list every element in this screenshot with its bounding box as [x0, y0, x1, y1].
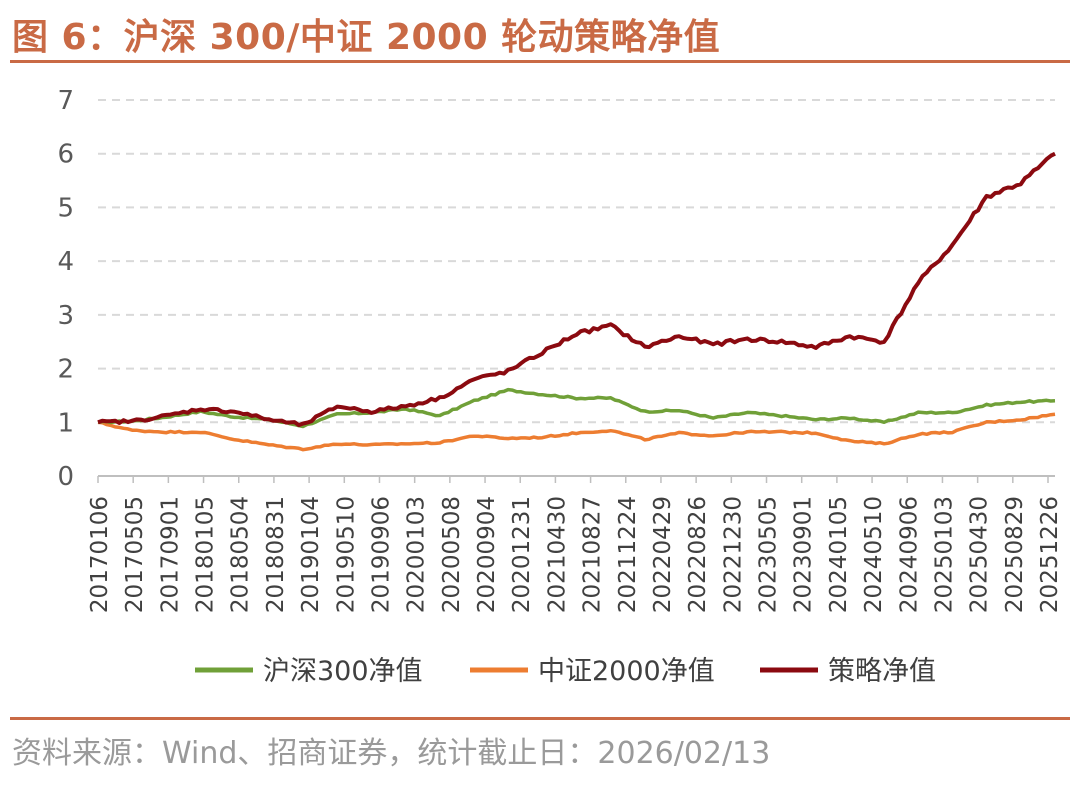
x-tick-label: 20220826: [685, 496, 711, 613]
source-rule: [10, 717, 1070, 720]
grid-lines: [98, 99, 1055, 424]
x-tick-label: 20210827: [580, 496, 606, 613]
x-tick-label: 20250829: [1002, 496, 1028, 613]
legend-label: 策略净值: [828, 656, 936, 687]
x-tick-label: 20200904: [474, 496, 500, 613]
series-lines: [97, 151, 1056, 452]
y-tick-label: 7: [57, 86, 74, 116]
x-tick-label: 20170106: [87, 496, 113, 613]
x-tick-label: 20211224: [615, 496, 641, 613]
y-tick-label: 6: [57, 140, 74, 170]
x-tick-label: 20200508: [439, 496, 465, 613]
x-tick-label: 20221230: [720, 496, 746, 613]
x-tick-label: 20190906: [368, 496, 394, 613]
y-tick-label: 0: [57, 462, 74, 492]
series-line: [97, 387, 1056, 429]
x-tick-label: 20240510: [861, 496, 887, 613]
x-tick-label: 20240105: [826, 496, 852, 613]
x-tick-label: 20180831: [263, 496, 289, 613]
x-tick-label: 20170505: [122, 496, 148, 613]
y-tick-label: 3: [57, 301, 74, 331]
x-tick-label: 20210430: [544, 496, 570, 613]
figure-title: 图 6：沪深 300/中证 2000 轮动策略净值: [12, 17, 721, 58]
x-tick-label: 20250430: [967, 496, 993, 613]
x-tick-label: 20251226: [1037, 496, 1063, 613]
x-tick-label: 20230505: [756, 496, 782, 613]
x-tick-label: 20180105: [193, 496, 219, 613]
x-tick-label: 20220429: [650, 496, 676, 613]
legend-label: 中证2000净值: [538, 656, 715, 687]
legend-label: 沪深300净值: [263, 656, 423, 687]
series-line: [97, 412, 1056, 452]
y-axis: 0 1 2 3 4 5 6 7: [57, 86, 74, 492]
x-tick-label: 20201231: [509, 496, 535, 613]
legend: 沪深300净值 中证2000净值 策略净值: [195, 656, 936, 687]
x-tick-label: 20190104: [298, 496, 324, 613]
x-tick-label: 20230901: [791, 496, 817, 613]
title-rule: [10, 60, 1070, 63]
x-tick-label: 20190510: [333, 496, 359, 613]
x-tick-label: 20250103: [931, 496, 957, 613]
y-tick-label: 5: [57, 193, 74, 223]
x-tick-label: 20170901: [157, 496, 183, 613]
y-tick-label: 2: [57, 355, 74, 385]
y-tick-label: 4: [57, 247, 74, 277]
x-tick-label: 20180504: [228, 496, 254, 613]
y-tick-label: 1: [57, 408, 74, 438]
x-axis: 20170106 20170505 20170901 20180105 20180504…: [87, 475, 1063, 613]
x-tick-label: 20240906: [896, 496, 922, 613]
line-chart: 0 1 2 3 4 5 6 7 20170106 20170505 20170901 2018010…: [57, 86, 1063, 687]
series-line: [97, 151, 1056, 428]
x-tick-label: 20200103: [404, 496, 430, 613]
source-note: 资料来源：Wind、招商证券，统计截止日：2026/02/13: [12, 736, 771, 771]
